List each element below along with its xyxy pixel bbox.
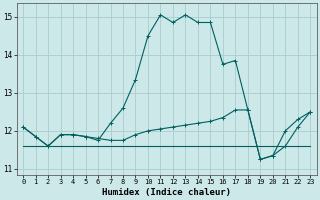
X-axis label: Humidex (Indice chaleur): Humidex (Indice chaleur) xyxy=(102,188,231,197)
